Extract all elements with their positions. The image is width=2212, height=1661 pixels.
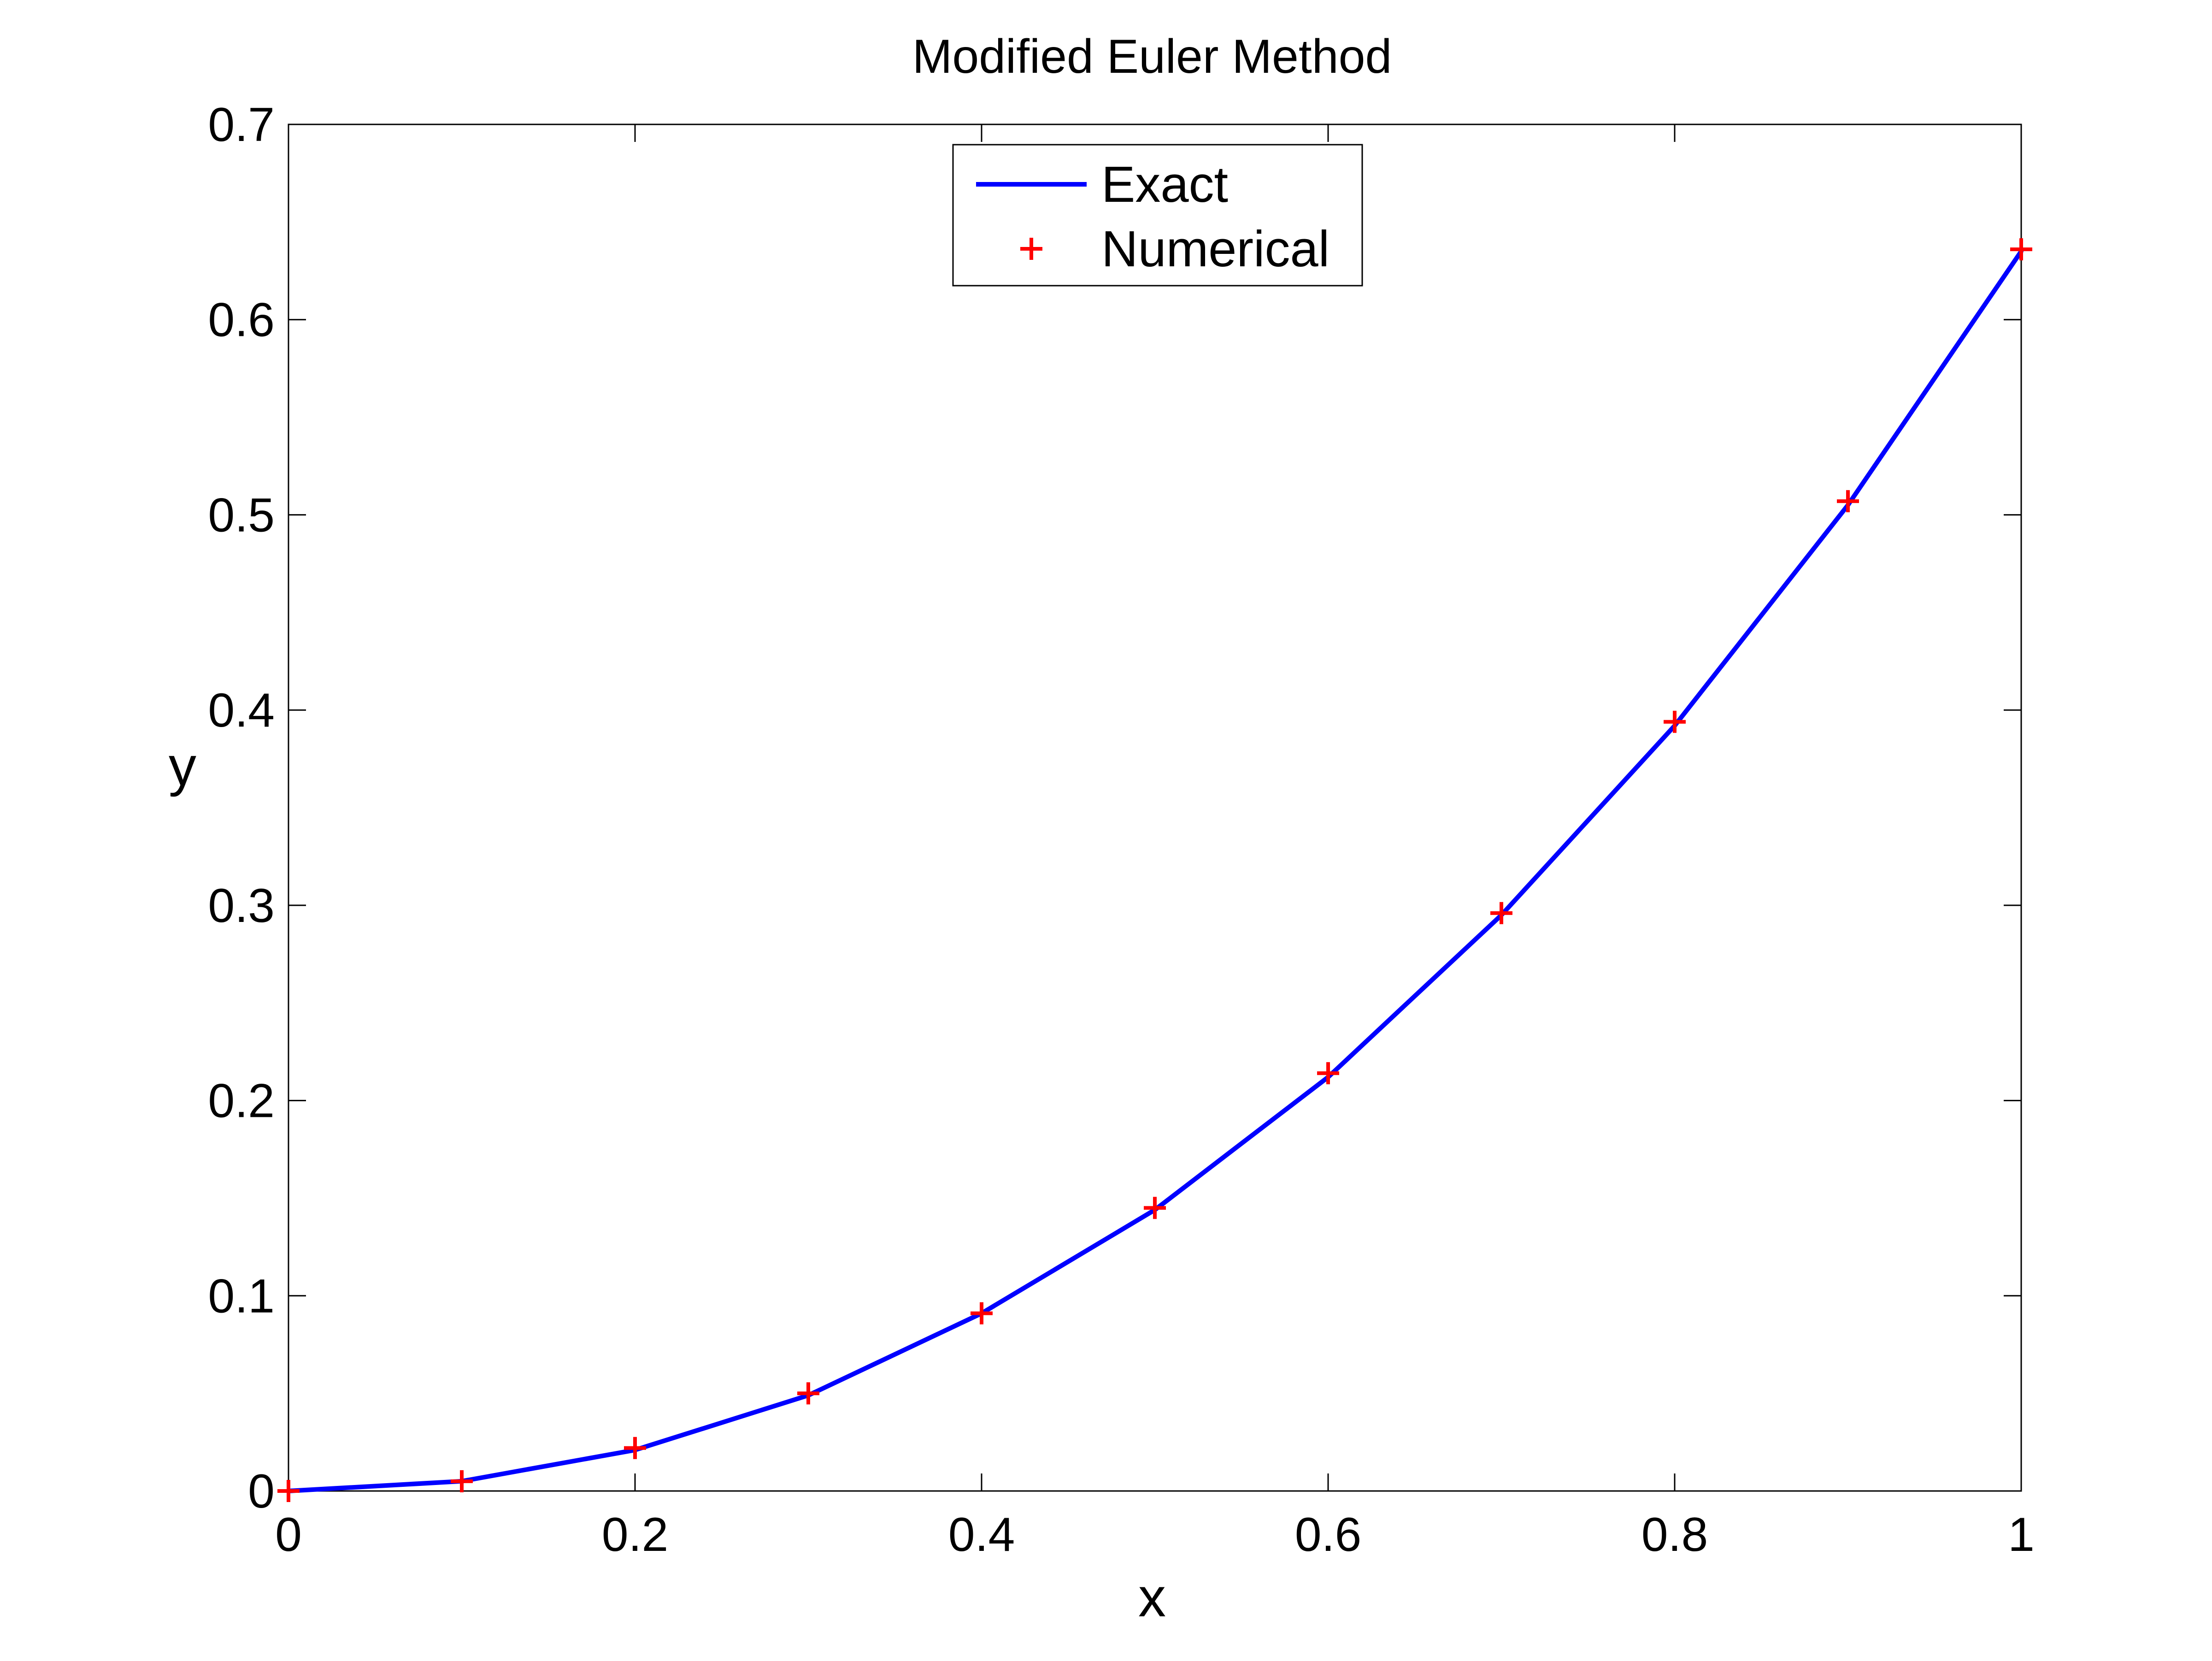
data-point-numerical <box>624 1437 646 1459</box>
plot-area: 0 0.2 0.4 0.6 0.8 1 0 0.1 0.2 0.3 0.4 0.5 0.6 0.7 <box>208 98 2035 1561</box>
data-point-numerical <box>277 1480 300 1502</box>
data-point-numerical <box>971 1302 993 1325</box>
data-point-numerical <box>451 1470 473 1492</box>
y-tick-label: 0.3 <box>208 879 275 933</box>
legend-box <box>952 144 1363 287</box>
data-point-numerical <box>2010 238 2032 261</box>
x-axis-label: x <box>1138 1567 1166 1628</box>
data-point-numerical <box>1664 710 1686 733</box>
y-tick-label: 0 <box>248 1465 275 1518</box>
legend-swatch-numerical <box>1020 238 1042 260</box>
y-axis-label: y <box>169 735 196 797</box>
y-tick-label: 0.7 <box>208 98 275 152</box>
x-tick-label: 0.4 <box>948 1508 1015 1561</box>
y-tick-label: 0.6 <box>208 293 275 347</box>
axes-box <box>288 123 2022 1492</box>
y-tick-label: 0.4 <box>208 684 275 737</box>
x-tick-label: 0.6 <box>1295 1508 1362 1561</box>
data-point-numerical <box>1490 902 1512 924</box>
legend-label-exact: Exact <box>1101 156 1228 213</box>
x-tick-label: 0 <box>275 1508 302 1561</box>
x-tick-label: 0.2 <box>602 1508 669 1561</box>
y-tick-label: 0.5 <box>208 488 275 542</box>
x-tick-label: 1 <box>2008 1508 2035 1561</box>
data-point-numerical <box>1837 490 1859 512</box>
data-point-numerical <box>1144 1197 1166 1219</box>
x-tick-label: 0.8 <box>1641 1508 1708 1561</box>
legend-label-numerical: Numerical <box>1101 221 1330 277</box>
data-point-numerical <box>1317 1062 1339 1085</box>
y-tick-label: 0.2 <box>208 1074 275 1128</box>
legend: Exact Numerical <box>952 144 1363 287</box>
data-point-numerical <box>797 1382 819 1405</box>
chart-title: Modified Euler Method <box>912 30 1392 83</box>
y-tick-label: 0.1 <box>208 1269 275 1323</box>
